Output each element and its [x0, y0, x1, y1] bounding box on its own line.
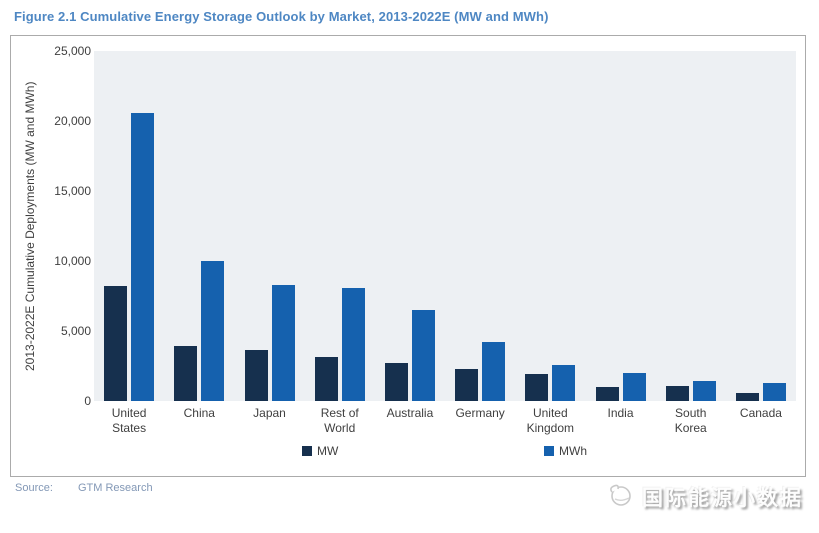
bar-mwh-canada: [762, 382, 786, 401]
bar-group-china: [164, 51, 234, 401]
bar-mwh-germany: [482, 342, 506, 401]
y-axis-title: 2013-2022E Cumulative Deployments (MW an…: [23, 81, 37, 371]
x-label-rest-of-world: Rest of World: [320, 406, 359, 435]
y-tick-label: 20,000: [54, 114, 91, 128]
bar-mwh-rest-of-world: [341, 287, 365, 401]
y-tick-label: 10,000: [54, 254, 91, 268]
x-label-china: China: [183, 406, 215, 420]
x-label-japan: Japan: [253, 406, 286, 420]
x-axis-labels: United States China Japan Rest of World Aust…: [94, 406, 796, 436]
bar-mw-germany: [455, 368, 479, 401]
mwh-legend-label: MWh: [559, 444, 587, 458]
bar-mw-australia: [384, 362, 408, 401]
bar-group-australia: [375, 51, 445, 401]
bar-group-rest-of-world: [305, 51, 375, 401]
watermark: 国际能源小数据: [605, 479, 803, 514]
source-row: Source: GTM Research: [15, 482, 153, 494]
source-value: GTM Research: [77, 482, 153, 494]
bar-group-india: [585, 51, 655, 401]
watermark-text: 国际能源小数据: [642, 486, 803, 510]
bar-mwh-japan: [271, 284, 295, 401]
plot-area: [94, 51, 796, 401]
mw-legend-swatch: [302, 446, 312, 456]
y-tick-label: 0: [84, 394, 91, 408]
x-label-united-kingdom: United Kingdom: [526, 406, 574, 435]
bar-group-germany: [445, 51, 515, 401]
mw-legend-label: MW: [317, 444, 339, 458]
bar-mwh-south-korea: [692, 380, 716, 401]
bar-mwh-united-states: [131, 112, 155, 401]
bar-mw-united-states: [104, 286, 128, 401]
y-axis-ticks: 25,000 20,000 15,000 10,000 5,000 0: [45, 44, 91, 408]
sketch-globe-icon: [605, 479, 635, 514]
x-label-india: India: [607, 406, 634, 420]
bar-mwh-china: [201, 261, 225, 401]
bar-mw-united-kingdom: [525, 373, 549, 401]
y-tick-label: 5,000: [60, 324, 91, 338]
bar-group-canada: [726, 51, 796, 401]
source-label: Source:: [15, 482, 53, 494]
bar-mw-india: [595, 387, 619, 401]
x-label-canada: Canada: [739, 406, 782, 420]
x-label-germany: Germany: [455, 406, 505, 420]
chart-frame: 2013-2022E Cumulative Deployments (MW an…: [10, 35, 806, 477]
bar-group-united-kingdom: [515, 51, 585, 401]
x-label-south-korea: South Korea: [674, 406, 707, 435]
y-tick-label: 15,000: [54, 184, 91, 198]
bar-mw-china: [174, 346, 198, 401]
bar-mwh-india: [622, 373, 646, 401]
bar-mw-rest-of-world: [314, 356, 338, 401]
y-tick-label: 25,000: [54, 44, 91, 58]
legend-entry-mwh: MWh: [544, 444, 587, 458]
x-label-australia: Australia: [386, 406, 434, 420]
bar-mw-south-korea: [665, 385, 689, 401]
x-label-united-states: United States: [111, 406, 147, 435]
legend-entry-mw: MW: [302, 444, 338, 458]
bar-mwh-australia: [411, 310, 435, 401]
bar-group-japan: [234, 51, 304, 401]
bar-mw-canada: [735, 393, 759, 401]
bar-mw-japan: [244, 349, 268, 401]
mwh-legend-swatch: [544, 446, 554, 456]
bar-mwh-united-kingdom: [552, 365, 576, 401]
figure-title: Figure 2.1 Cumulative Energy Storage Out…: [14, 9, 549, 24]
bar-group-united-states: [94, 51, 164, 401]
bar-group-south-korea: [656, 51, 726, 401]
